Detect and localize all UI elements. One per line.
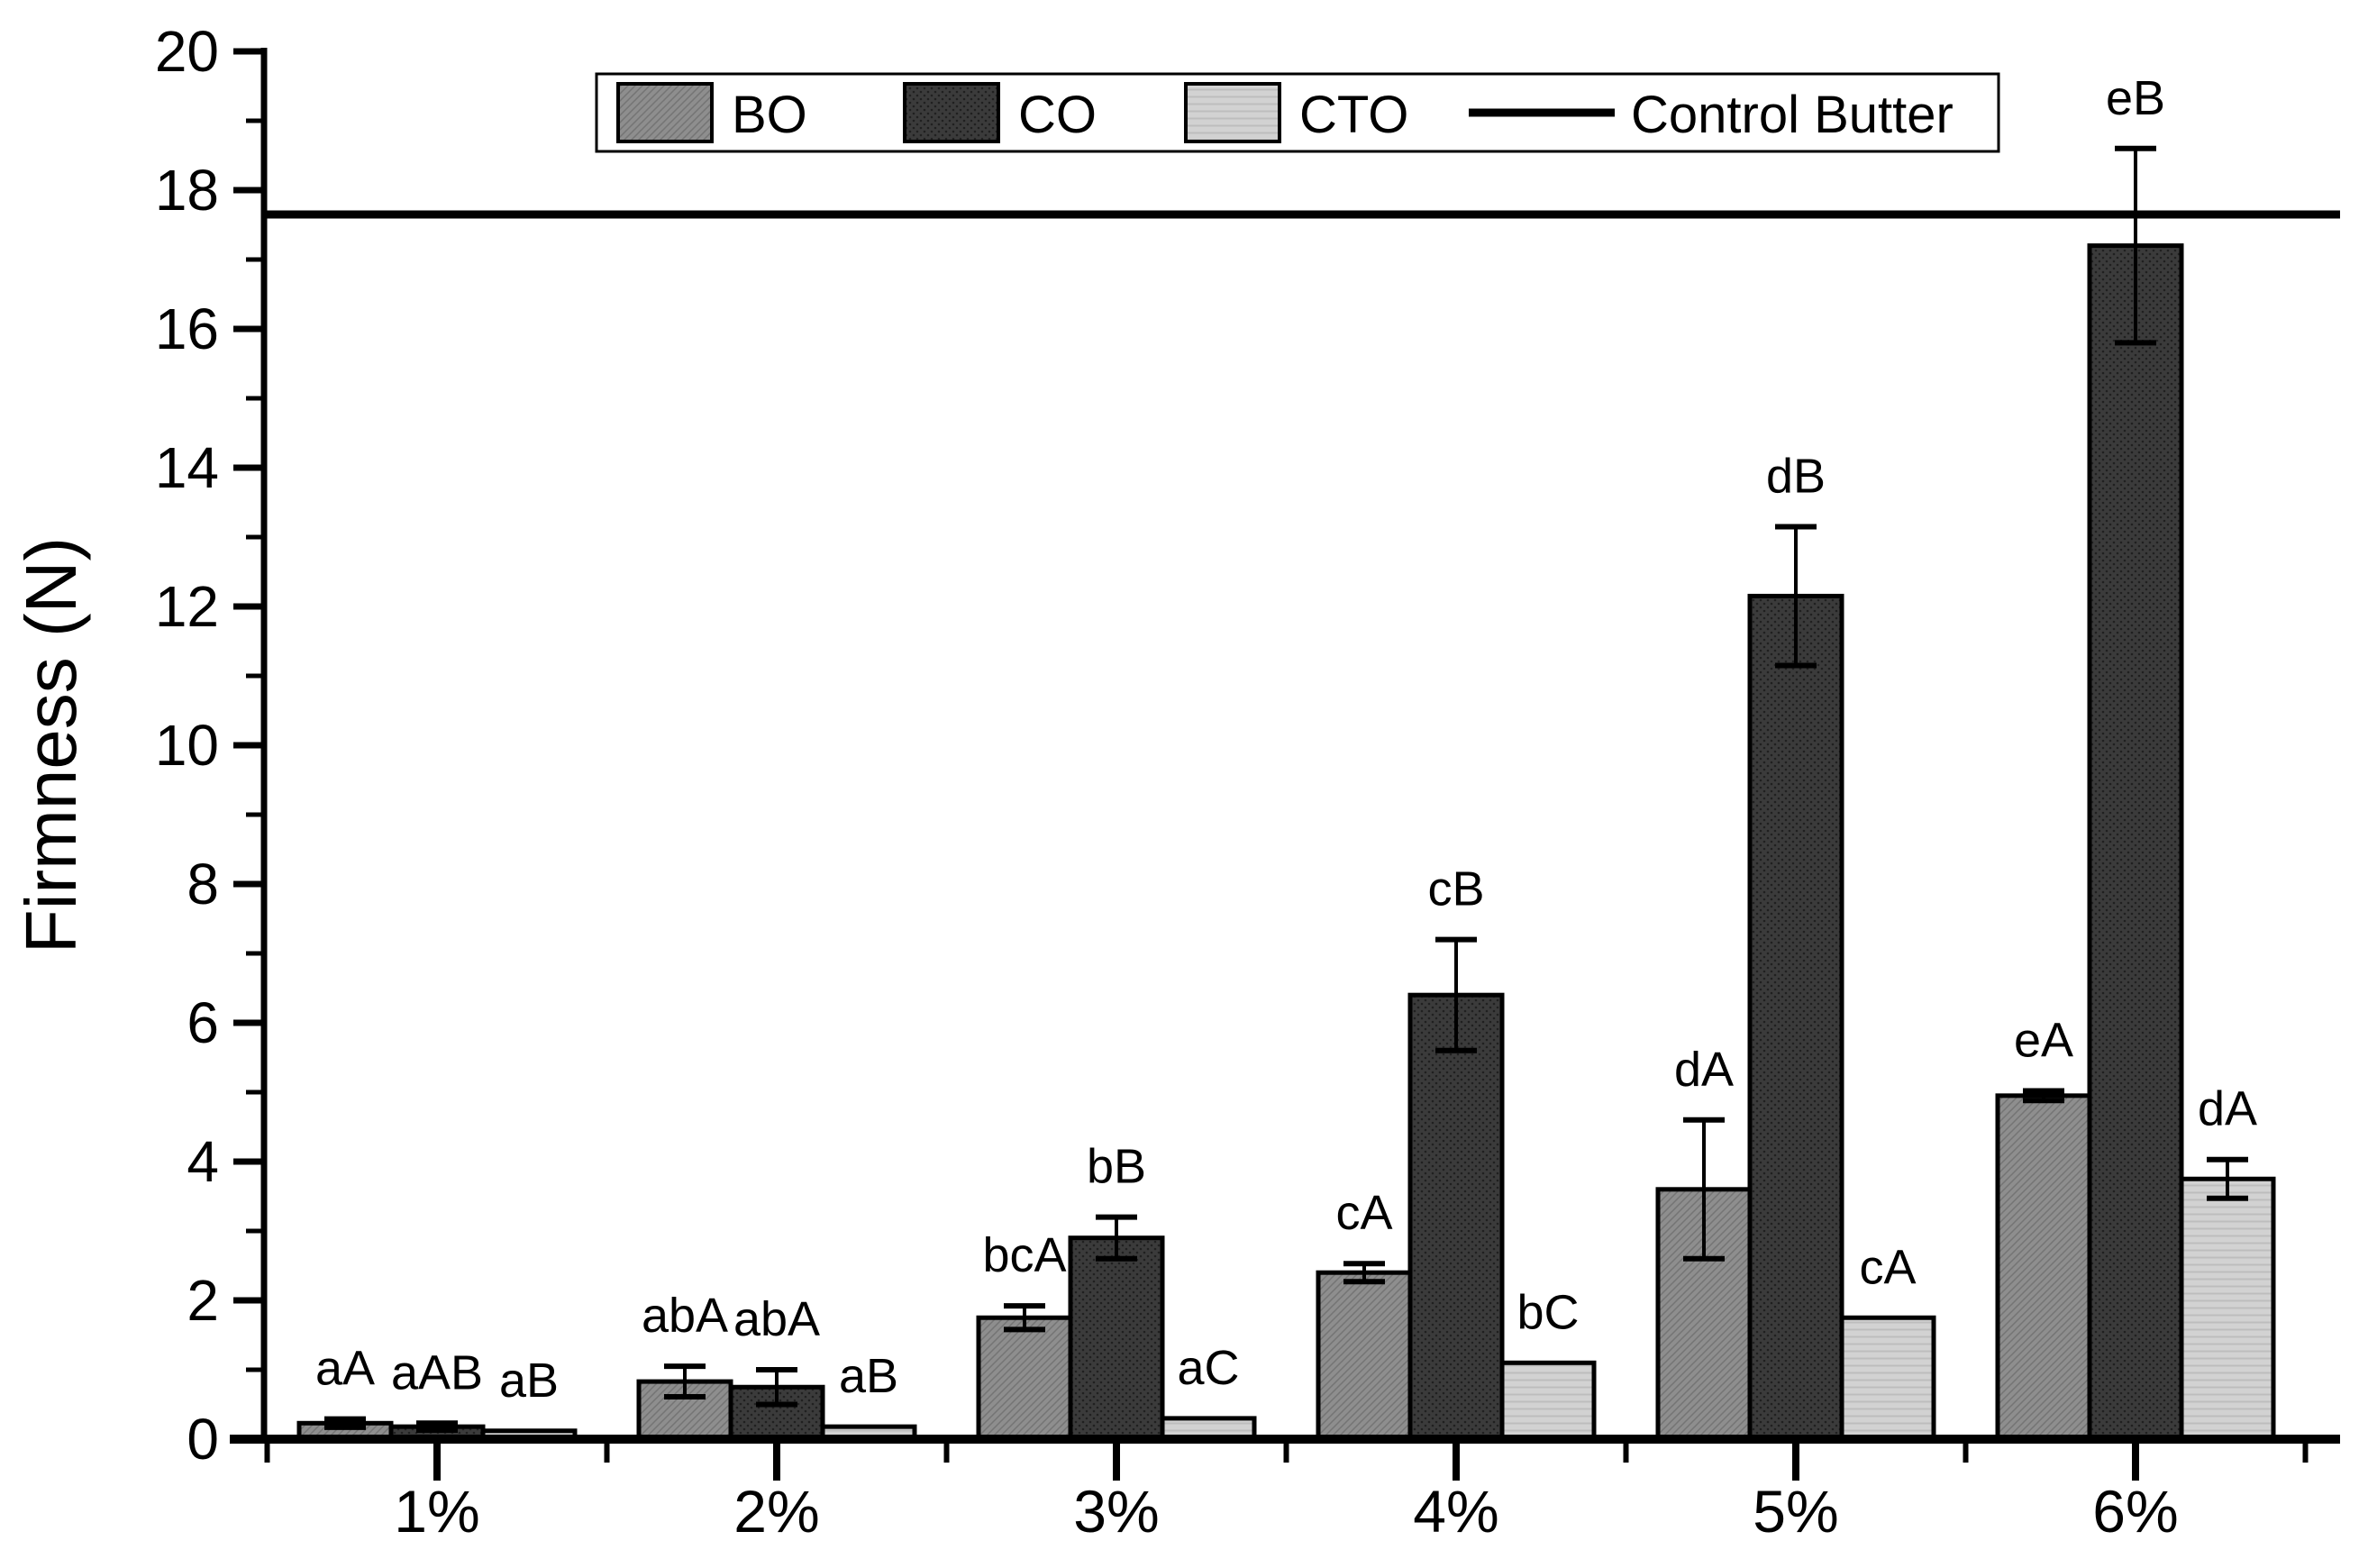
x-tick-label: 3% bbox=[1073, 1478, 1159, 1545]
legend-label-control-butter: Control Butter bbox=[1631, 86, 1954, 144]
y-tick-label: 20 bbox=[155, 19, 219, 84]
bar-cto-4% bbox=[1499, 1360, 1597, 1442]
y-axis-title: Firmness (N) bbox=[11, 537, 91, 953]
bar-annotation: cA bbox=[1859, 1240, 1916, 1294]
x-tick-label: 1% bbox=[394, 1478, 479, 1545]
bar-annotation: eB bbox=[2106, 71, 2165, 125]
legend-label-bo: BO bbox=[732, 86, 807, 144]
bar-bo-6% bbox=[1995, 1093, 2092, 1442]
bar-bo-4% bbox=[1316, 1270, 1413, 1442]
y-tick-label: 0 bbox=[187, 1407, 219, 1472]
bar-co-4% bbox=[1407, 992, 1505, 1442]
bar-annotation: eA bbox=[2014, 1013, 2073, 1067]
y-tick-label: 4 bbox=[187, 1129, 219, 1194]
bar-annotation: aAB bbox=[391, 1345, 483, 1399]
bar-annotation: aB bbox=[839, 1349, 898, 1403]
legend-swatch-cto bbox=[1184, 82, 1281, 143]
legend-label-co: CO bbox=[1018, 86, 1097, 144]
bar-annotation: dA bbox=[1674, 1043, 1734, 1097]
bar-co-3% bbox=[1068, 1235, 1165, 1442]
bar-annotation: bB bbox=[1087, 1140, 1146, 1194]
legend-box bbox=[595, 72, 2000, 153]
bar-bo-3% bbox=[976, 1315, 1073, 1442]
x-tick-label: 5% bbox=[1753, 1478, 1838, 1545]
bar-annotation: dB bbox=[1766, 449, 1826, 503]
x-tick-label: 6% bbox=[2092, 1478, 2178, 1545]
bar-annotation: bcA bbox=[982, 1228, 1066, 1282]
bar-annotation: abA bbox=[733, 1292, 820, 1346]
bar-cto-5% bbox=[1839, 1315, 1936, 1442]
bar-annotation: aC bbox=[1177, 1341, 1239, 1395]
bar-annotation: abA bbox=[642, 1289, 728, 1343]
y-tick-label: 8 bbox=[187, 852, 219, 916]
legend-label-cto: CTO bbox=[1299, 86, 1408, 144]
bar-annotation: cA bbox=[1335, 1186, 1392, 1240]
bar-annotation: dA bbox=[2198, 1082, 2257, 1136]
legend-swatch-co bbox=[903, 82, 1000, 143]
y-tick-label: 12 bbox=[155, 574, 219, 639]
bar-annotation: bC bbox=[1516, 1285, 1579, 1339]
bar-annotation: cB bbox=[1427, 862, 1484, 916]
bar-co-6% bbox=[2087, 243, 2184, 1442]
bar-co-5% bbox=[1747, 593, 1844, 1442]
y-tick-label: 18 bbox=[155, 158, 219, 223]
bar-annotation: aB bbox=[499, 1354, 559, 1408]
bar-annotation: aA bbox=[315, 1342, 375, 1396]
x-tick-label: 4% bbox=[1413, 1478, 1498, 1545]
bar-cto-6% bbox=[2179, 1176, 2276, 1442]
y-tick-label: 6 bbox=[187, 990, 219, 1055]
y-tick-label: 16 bbox=[155, 296, 219, 361]
y-tick-label: 2 bbox=[187, 1268, 219, 1333]
y-tick-label: 10 bbox=[155, 713, 219, 778]
x-tick-label: 2% bbox=[733, 1478, 819, 1545]
legend-swatch-bo bbox=[616, 82, 714, 143]
y-tick-label: 14 bbox=[155, 435, 219, 500]
